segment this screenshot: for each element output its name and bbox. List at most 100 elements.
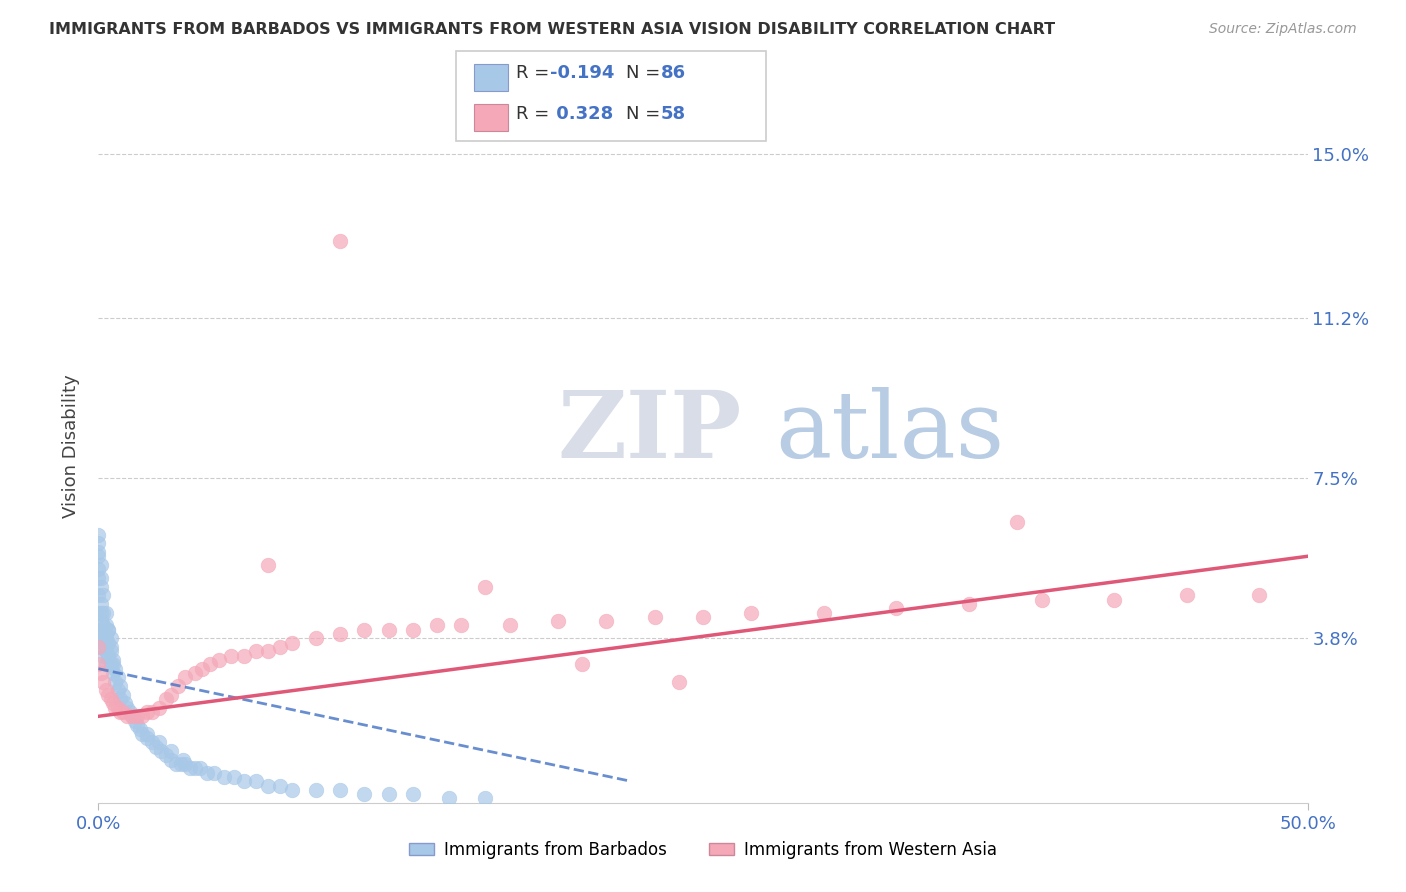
Point	[91, 618, 114, 632]
Point	[195, 765, 218, 780]
Point	[208, 653, 231, 667]
Point	[104, 700, 127, 714]
Point	[165, 756, 187, 771]
Point	[1102, 592, 1125, 607]
Point	[131, 726, 153, 740]
Point	[450, 618, 472, 632]
Point	[87, 588, 110, 602]
Point	[90, 666, 112, 681]
Point	[121, 709, 143, 723]
Point	[111, 688, 134, 702]
Point	[91, 632, 114, 646]
Point	[150, 744, 173, 758]
Point	[169, 756, 191, 771]
Y-axis label: Vision Disability: Vision Disability	[62, 374, 80, 518]
Point	[114, 696, 136, 710]
Text: 0.328: 0.328	[550, 105, 613, 123]
Point	[305, 782, 328, 797]
Point	[87, 562, 110, 576]
Point	[245, 644, 267, 658]
Point	[1175, 588, 1198, 602]
Point	[155, 748, 177, 763]
Point	[174, 670, 197, 684]
Text: N =: N =	[626, 105, 665, 123]
Point	[204, 765, 226, 780]
Point	[1031, 592, 1053, 607]
Point	[101, 653, 124, 667]
Point	[87, 536, 110, 550]
Point	[87, 527, 110, 541]
Point	[127, 709, 149, 723]
Point	[107, 670, 129, 684]
Legend: Immigrants from Barbados, Immigrants from Western Asia: Immigrants from Barbados, Immigrants fro…	[402, 835, 1004, 866]
Point	[91, 588, 114, 602]
Point	[101, 666, 124, 681]
Point	[402, 787, 425, 801]
Point	[100, 644, 122, 658]
Point	[155, 692, 177, 706]
Point	[131, 709, 153, 723]
Text: R =: R =	[516, 105, 555, 123]
Point	[179, 761, 201, 775]
Point	[97, 688, 120, 702]
Point	[232, 648, 254, 663]
Point	[191, 662, 214, 676]
Text: N =: N =	[626, 64, 665, 82]
Point	[87, 606, 110, 620]
Point	[740, 606, 762, 620]
Point	[232, 774, 254, 789]
Text: R =: R =	[516, 64, 555, 82]
Point	[174, 756, 197, 771]
Point	[245, 774, 267, 789]
Point	[107, 683, 129, 698]
Point	[87, 640, 110, 654]
Point	[90, 571, 112, 585]
Point	[281, 636, 304, 650]
Point	[94, 606, 117, 620]
Point	[108, 679, 131, 693]
Point	[498, 618, 520, 632]
Point	[212, 770, 235, 784]
Point	[571, 657, 593, 672]
Point	[97, 623, 120, 637]
Point	[141, 735, 163, 749]
Point	[128, 723, 150, 737]
Point	[148, 700, 170, 714]
Point	[117, 709, 139, 723]
Point	[198, 657, 221, 672]
Point	[94, 632, 117, 646]
Point	[100, 640, 122, 654]
Point	[87, 623, 110, 637]
Point	[221, 648, 243, 663]
Point	[1249, 588, 1271, 602]
Point	[101, 696, 124, 710]
Point	[269, 779, 291, 793]
Point	[135, 726, 157, 740]
Point	[108, 692, 131, 706]
Point	[402, 623, 425, 637]
Point	[90, 558, 112, 572]
Point	[90, 614, 112, 628]
Point	[281, 782, 304, 797]
Point	[101, 657, 124, 672]
Point	[957, 597, 980, 611]
Point	[118, 705, 141, 719]
Point	[145, 739, 167, 754]
Point	[91, 606, 114, 620]
Point	[91, 636, 114, 650]
Point	[111, 705, 134, 719]
Point	[91, 674, 114, 689]
Point	[329, 782, 352, 797]
Point	[94, 657, 117, 672]
Point	[107, 700, 129, 714]
Text: 58: 58	[661, 105, 686, 123]
Point	[90, 606, 112, 620]
Point	[135, 731, 157, 745]
Point	[104, 674, 127, 689]
Point	[184, 666, 207, 681]
Point	[160, 744, 183, 758]
Point	[474, 791, 496, 805]
Point	[377, 787, 399, 801]
Point	[547, 614, 569, 628]
Point	[94, 618, 117, 632]
